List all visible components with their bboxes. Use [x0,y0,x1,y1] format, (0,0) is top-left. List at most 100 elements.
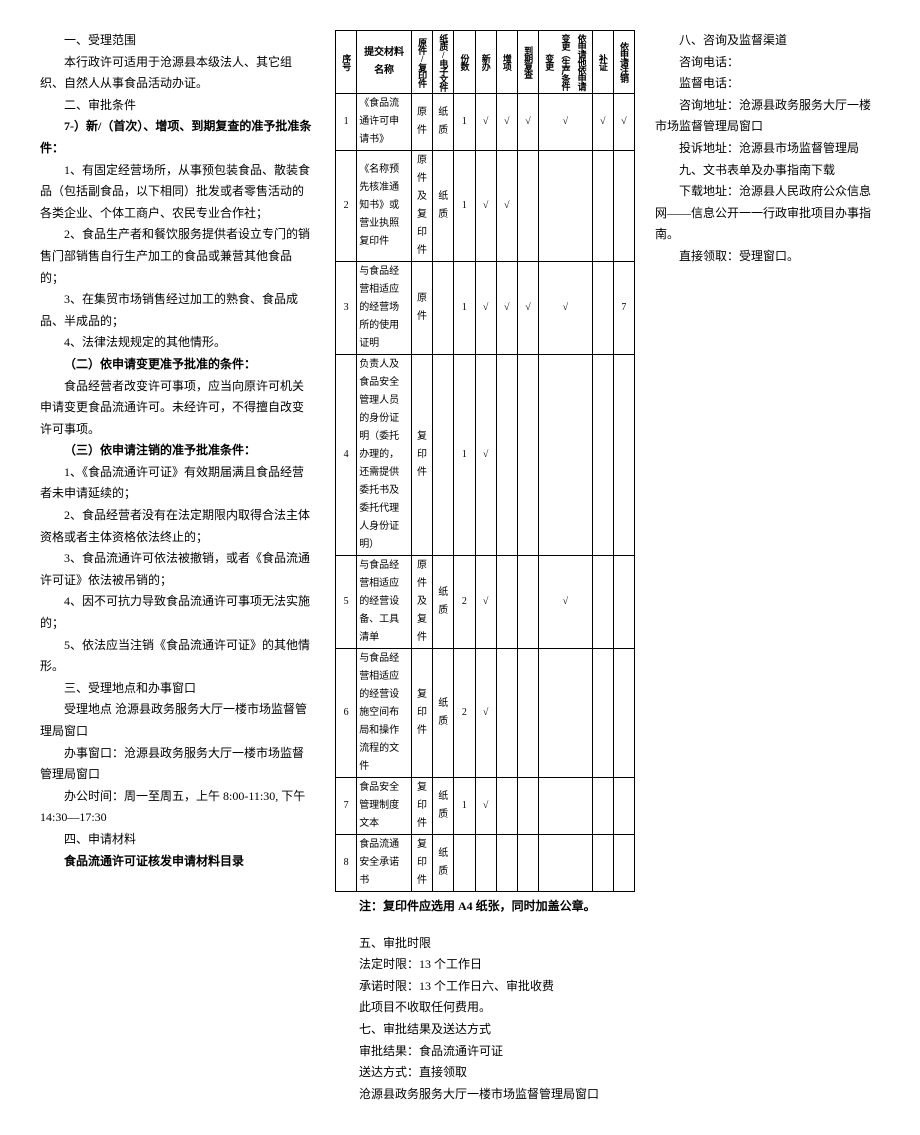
section-3-title: 三、受理地点和办事窗口 [40,678,315,700]
table-cell [517,151,538,262]
table-cell: 纸质 [433,151,454,262]
th-seq: 序号 [336,31,357,94]
table-cell [592,262,613,355]
table-row: 3与食品经营相适应的经营场所的使用证明原件1√√√√7 [336,262,635,355]
table-cell [517,556,538,649]
table-cell [592,835,613,892]
table-cell: √ [475,649,496,778]
column-left: 一、受理范围 本行政许可适用于沧源县本级法人、其它组织、自然人从事食品活动办证。… [40,30,315,1105]
promise-time: 承诺时限：13 个工作日六、审批收费 [335,976,635,998]
consult-phone: 咨询电话： [655,52,880,74]
table-cell [496,556,517,649]
table-cell: √ [496,262,517,355]
table-cell: 与食品经营相适应的经营设施空间布局和操作流程的文件 [357,649,412,778]
th-renew: 到期复查 [517,31,538,94]
materials-table: 序号 提交材料名称 原件/复印件 纸质/电子文件 份数 新办 增项 到期复查 依… [335,30,635,892]
table-cell [539,649,593,778]
table-cell [433,262,454,355]
table-cell [613,835,634,892]
table-cell: √ [592,94,613,151]
table-cell: √ [517,262,538,355]
table-cell [592,556,613,649]
supervise-phone: 监督电话： [655,73,880,95]
cond-2-body: 食品经营者改变许可事项，应当向原许可机关申请变更食品流通许可。未经许可，不得擅自… [40,376,315,441]
section-7-title: 七、审批结果及送达方式 [335,1019,635,1041]
section-4-title: 四、申请材料 [40,829,315,851]
table-cell: 1 [454,355,475,556]
table-row: 1《食品流通许可申请书》原件纸质1√√√√√√ [336,94,635,151]
table-row: 4负责人及食品安全管理人员的身份证明（委托办理的，还需提供委托书及委托代理人身份… [336,355,635,556]
table-cell: 纸质 [433,556,454,649]
result: 审批结果：食品流通许可证 [335,1041,635,1063]
materials-title: 食品流通许可证核发申请材料目录 [40,851,315,873]
table-cell [592,151,613,262]
table-cell: 4 [336,355,357,556]
table-cell [517,835,538,892]
column-middle: 序号 提交材料名称 原件/复印件 纸质/电子文件 份数 新办 增项 到期复查 依… [335,30,635,1105]
table-cell: 3 [336,262,357,355]
th-name: 提交材料名称 [357,31,412,94]
table-cell: 负责人及食品安全管理人员的身份证明（委托办理的，还需提供委托书及委托代理人身份证… [357,355,412,556]
table-cell: 复印件 [411,355,432,556]
cond-1-title: 7-）新/（首次）、增项、到期复查的准予批准条件： [40,116,315,159]
table-header-row: 序号 提交材料名称 原件/复印件 纸质/电子文件 份数 新办 增项 到期复查 依… [336,31,635,94]
legal-time: 法定时限：13 个工作日 [335,954,635,976]
table-cell: √ [475,778,496,835]
window: 办事窗口：沧源县政务服务大厅一楼市场监督管理局窗口 [40,743,315,786]
table-cell: √ [475,94,496,151]
table-cell [613,355,634,556]
table-cell: 1 [454,151,475,262]
table-cell: √ [475,355,496,556]
cond-3-3: 3、食品流通许可依法被撤销，或者《食品流通许可证》依法被吊销的； [40,548,315,591]
table-cell: √ [496,94,517,151]
download-addr: 下载地址：沧源县人民政府公众信息网——信息公开一一行政审批项目办事指南。 [655,181,880,246]
pickup: 直接领取：受理窗口。 [655,246,880,268]
table-cell [517,355,538,556]
table-cell [592,649,613,778]
section-1-title: 一、受理范围 [40,30,315,52]
section-2-title: 二、审批条件 [40,95,315,117]
table-cell: 5 [336,556,357,649]
table-cell: 原件及复件 [411,556,432,649]
section-8-title: 八、咨询及监督渠道 [655,30,880,52]
th-copies: 份数 [454,31,475,94]
delivery: 送达方式：直接领取 [335,1062,635,1084]
cond-3-5: 5、依法应当注销《食品流通许可证》的其他情形。 [40,635,315,678]
table-cell: √ [539,556,593,649]
table-cell [592,355,613,556]
th-add: 增项 [496,31,517,94]
cond-2-title: （二）依申请变更准予批准的条件： [40,354,315,376]
th-cancel: 依申请注销 [613,31,634,94]
table-cell: 7 [613,262,634,355]
table-cell [433,355,454,556]
section-9-title: 九、文书表单及办事指南下载 [655,160,880,182]
table-cell: 与食品经营相适应的经营设备、工具清单 [357,556,412,649]
cond-3-4: 4、因不可抗力导致食品流通许可事项无法实施的； [40,591,315,634]
table-cell: √ [539,262,593,355]
table-cell [517,778,538,835]
table-cell: 1 [454,778,475,835]
table-cell: 6 [336,649,357,778]
table-cell: 原件 [411,94,432,151]
table-cell: 《食品流通许可申请书》 [357,94,412,151]
th-orig: 原件/复印件 [411,31,432,94]
table-cell: 1 [336,94,357,151]
table-cell [613,556,634,649]
table-cell: 原件 [411,262,432,355]
table-cell: 2 [454,649,475,778]
th-paper: 纸质/电子文件 [433,31,454,94]
table-cell [539,778,593,835]
table-cell: 复印件 [411,778,432,835]
th-new: 新办 [475,31,496,94]
cond-3-title: （三）依申请注销的准予批准条件： [40,440,315,462]
table-cell [496,835,517,892]
table-cell: 《名称预先核准通知书》或营业执照复印件 [357,151,412,262]
table-cell: 复印件 [411,835,432,892]
no-fee: 此项目不收取任何费用。 [335,997,635,1019]
consult-addr: 咨询地址：沧源县政务服务大厅一楼市场监督管理局窗口 [655,95,880,138]
table-cell: 7 [336,778,357,835]
table-cell [496,355,517,556]
hours: 办公时间：周一至周五，上午 8:00-11:30, 下午14:30—17:30 [40,786,315,829]
cond-3-1: 1、《食品流通许可证》有效期届满且食品经营者未申请延续的； [40,462,315,505]
table-cell: 2 [336,151,357,262]
